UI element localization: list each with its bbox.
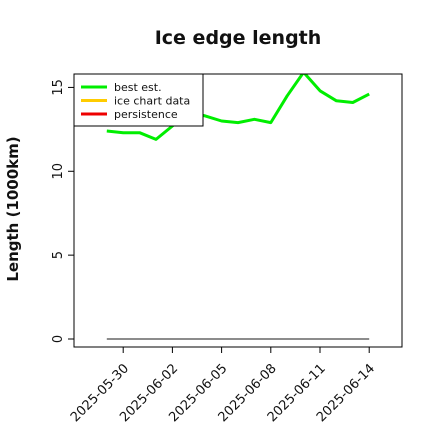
y-tick-label: 15 (51, 79, 66, 96)
y-tick-label: 5 (51, 251, 66, 259)
chart-title: Ice edge length (155, 27, 322, 49)
y-axis: 0 5 10 15 (51, 79, 74, 343)
x-axis: 2025-05-302025-06-022025-06-052025-06-08… (68, 347, 378, 425)
y-tick-label: 10 (51, 163, 66, 180)
y-axis-label: Length (1000km) (4, 136, 22, 281)
legend-label: best est. (114, 81, 162, 94)
series-line-0 (106, 74, 370, 141)
plot-frame (73, 73, 403, 348)
y-tick-label: 0 (51, 335, 66, 343)
legend-label: persistence (114, 108, 178, 121)
legend-label: ice chart data (114, 95, 190, 108)
